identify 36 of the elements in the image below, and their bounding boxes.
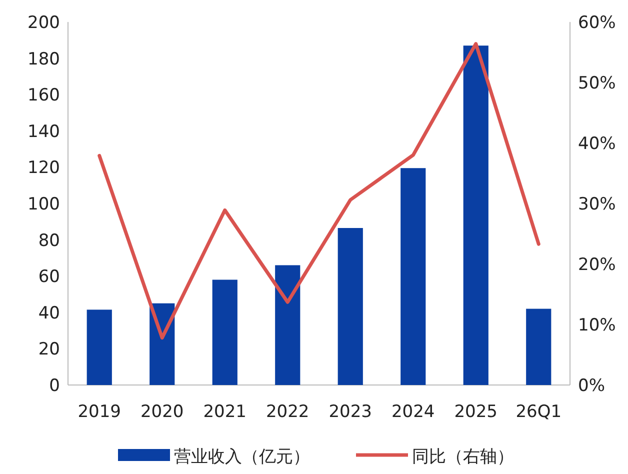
- legend-label: 同比（右轴）: [412, 447, 514, 467]
- y-tick-label: 120: [28, 158, 60, 178]
- x-tick-label: 26Q1: [516, 402, 562, 422]
- y2-tick-label: 20%: [578, 255, 616, 275]
- x-tick-label: 2020: [140, 402, 184, 422]
- bar: [212, 280, 238, 385]
- line-series: [98, 42, 540, 340]
- y-tick-label: 0: [49, 376, 60, 396]
- y-tick-label: 180: [28, 49, 60, 70]
- y-tick-label: 20: [38, 340, 60, 360]
- bar: [275, 265, 300, 385]
- y-tick-label: 40: [38, 303, 60, 324]
- y-tick-label: 80: [38, 230, 60, 251]
- legend-label: 营业收入（亿元）: [174, 447, 310, 467]
- y2-tick-label: 60%: [578, 13, 616, 33]
- x-tick-label: 2022: [266, 402, 310, 422]
- y2-tick-label: 50%: [578, 74, 616, 94]
- x-tick-label: 2023: [328, 402, 372, 422]
- bar: [400, 168, 426, 385]
- bar: [526, 308, 552, 385]
- y2-tick-label: 30%: [578, 194, 616, 214]
- y-tick-label: 200: [28, 13, 60, 33]
- y-tick-label: 60: [38, 267, 60, 288]
- y-tick-label: 160: [28, 86, 60, 106]
- x-tick-label: 2019: [78, 402, 122, 422]
- y2-tick-label: 0%: [578, 376, 605, 396]
- bar: [86, 310, 112, 385]
- x-tick-label: 2024: [391, 402, 435, 422]
- x-tick-label: 2025: [454, 402, 498, 422]
- y2-tick-label: 10%: [578, 316, 616, 336]
- x-tick-label: 2021: [203, 402, 247, 422]
- bar: [463, 46, 488, 385]
- bar: [338, 228, 363, 385]
- y-tick-label: 100: [28, 194, 60, 214]
- y2-tick-label: 40%: [578, 134, 616, 154]
- y-tick-label: 140: [28, 122, 60, 142]
